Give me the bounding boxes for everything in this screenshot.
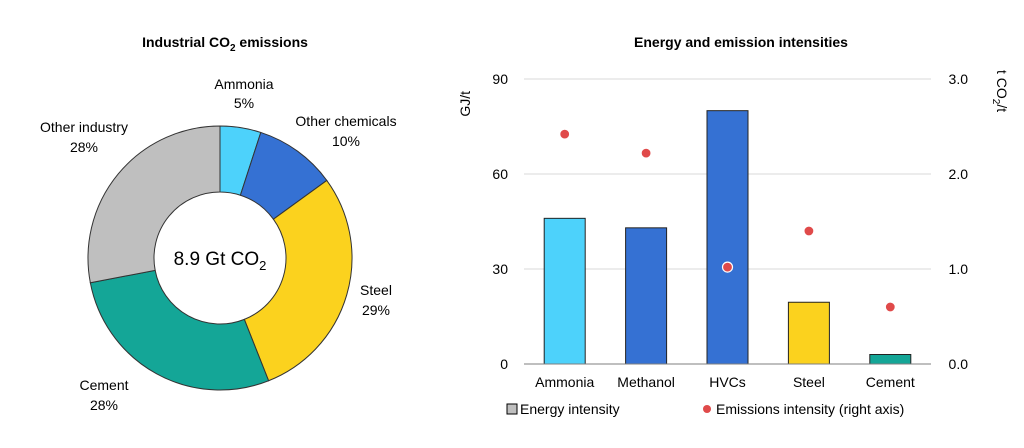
bar-chart: Energy and emission intensities GJ/t t C… — [457, 34, 1010, 417]
bar-cement — [869, 354, 912, 365]
point-emissions-cement — [884, 301, 896, 313]
point-emissions-hvcs — [721, 261, 734, 273]
bar-steel — [787, 301, 830, 365]
bar-methanol — [625, 227, 668, 365]
left-tick-label: 0 — [500, 356, 508, 372]
bar-hvcs — [706, 110, 749, 365]
slice-pct-cement: 28% — [90, 397, 118, 413]
donut-slice-steel — [243, 179, 353, 382]
x-tick-label-steel: Steel — [793, 374, 825, 390]
right-tick-label: 0.0 — [949, 356, 969, 372]
legend-label-energy: Energy intensity — [520, 401, 620, 417]
donut-chart: Industrial CO2 emissions 8.9 Gt CO2 Ammo… — [40, 34, 397, 413]
x-tick-label-cement: Cement — [866, 374, 915, 390]
legend-swatch-energy — [506, 403, 518, 415]
right-tick-label: 1.0 — [949, 261, 969, 277]
legend-label-emissions: Emissions intensity (right axis) — [716, 401, 904, 417]
right-tick-label: 3.0 — [949, 71, 969, 87]
slice-label-steel: Steel — [360, 282, 392, 298]
slice-label-cement: Cement — [79, 377, 128, 393]
donut-slice-other-industry — [87, 125, 221, 284]
bar-ammonia — [543, 217, 586, 365]
right-axis-label: t CO2/t — [990, 70, 1010, 112]
x-tick-label-hvcs: HVCs — [709, 374, 746, 390]
bar-title: Energy and emission intensities — [634, 34, 848, 50]
slice-label-other-chemicals: Other chemicals — [295, 113, 396, 129]
left-tick-label: 60 — [492, 166, 508, 182]
x-tick-label-ammonia: Ammonia — [535, 374, 594, 390]
slice-label-ammonia: Ammonia — [214, 76, 273, 92]
left-axis-label: GJ/t — [457, 91, 473, 117]
donut-center-label: 8.9 Gt CO2 — [174, 249, 267, 273]
slice-pct-ammonia: 5% — [234, 95, 254, 111]
x-tick-label-methanol: Methanol — [617, 374, 675, 390]
left-tick-label: 30 — [492, 261, 508, 277]
point-emissions-ammonia — [559, 128, 571, 140]
slice-pct-steel: 29% — [362, 302, 390, 318]
legend-swatch-emissions — [703, 405, 711, 413]
point-emissions-methanol — [640, 147, 652, 159]
donut-slice-cement — [89, 269, 270, 391]
right-tick-label: 2.0 — [949, 166, 969, 182]
slice-pct-other-chemicals: 10% — [332, 133, 360, 149]
left-tick-label: 90 — [492, 71, 508, 87]
donut-title: Industrial CO2 emissions — [142, 34, 308, 54]
slice-pct-other-industry: 28% — [70, 139, 98, 155]
slice-label-other-industry: Other industry — [40, 119, 128, 135]
point-emissions-steel — [803, 225, 815, 237]
legend: Energy intensity Emissions intensity (ri… — [506, 401, 904, 417]
